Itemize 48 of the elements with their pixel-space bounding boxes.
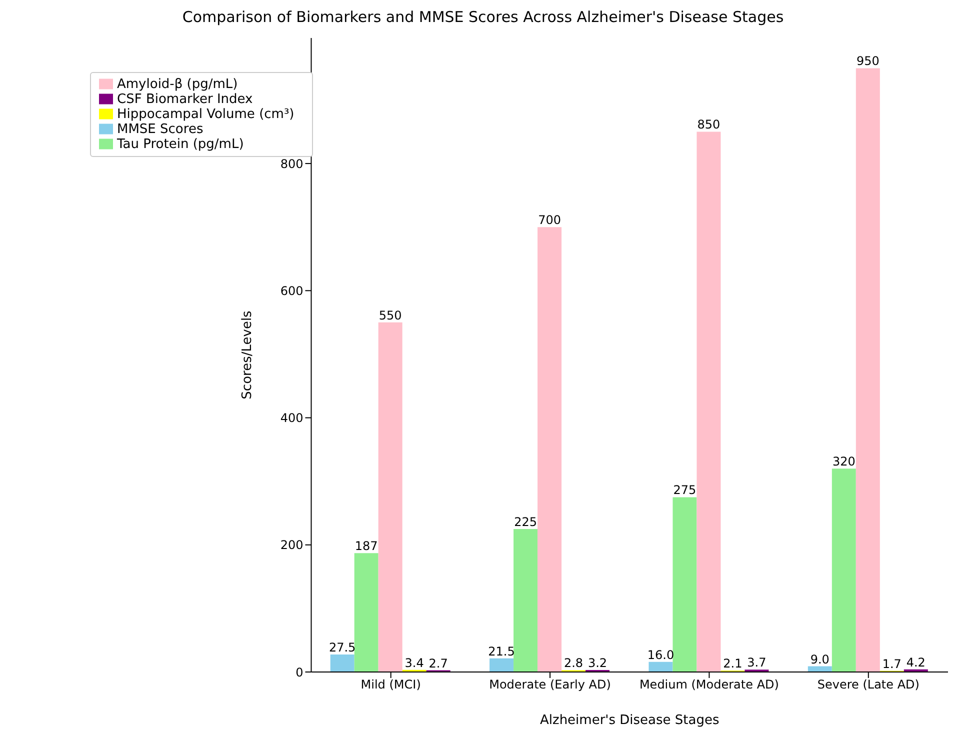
chart-title: Comparison of Biomarkers and MMSE Scores Across Alzheimer's Disease Stages bbox=[181, 8, 785, 28]
x-tick-label: Mild (MCI) bbox=[360, 678, 421, 692]
data-label: 2.1 bbox=[723, 656, 742, 671]
bar bbox=[538, 227, 562, 672]
bar bbox=[648, 662, 673, 672]
x-tick-label: Medium (Moderate AD) bbox=[639, 678, 779, 692]
y-tick-label: 600 bbox=[280, 284, 304, 298]
data-label: 225 bbox=[514, 514, 537, 529]
bar bbox=[354, 553, 378, 672]
bar bbox=[490, 658, 514, 672]
data-label: 850 bbox=[697, 118, 720, 132]
bar bbox=[378, 322, 402, 672]
data-label: 21.5 bbox=[488, 644, 515, 658]
x-tick-label: Moderate (Early AD) bbox=[489, 678, 611, 692]
x-axis-title: Alzheimer's Disease Stages bbox=[540, 713, 720, 728]
data-label: 187 bbox=[354, 539, 378, 554]
data-label: 9.0 bbox=[810, 652, 830, 666]
y-tick-label: 400 bbox=[280, 411, 304, 426]
data-label: 320 bbox=[832, 454, 856, 469]
data-label: 2.7 bbox=[428, 656, 448, 670]
y-axis-title: Scores/Levels bbox=[240, 310, 255, 400]
y-tick-label: 200 bbox=[280, 538, 304, 552]
x-tick-label: Severe (Late AD) bbox=[817, 678, 920, 692]
data-label: 950 bbox=[856, 54, 880, 68]
data-label: 550 bbox=[378, 308, 402, 322]
data-label: 275 bbox=[673, 483, 696, 498]
data-label: 700 bbox=[538, 213, 561, 228]
data-label: 27.5 bbox=[328, 640, 356, 655]
data-label: 4.2 bbox=[906, 655, 926, 670]
y-tick-label: 0 bbox=[296, 665, 304, 680]
data-label: 3.2 bbox=[588, 656, 608, 670]
legend-label: Tau Protein (pg/mL) bbox=[117, 137, 244, 152]
y-tick-label: 800 bbox=[280, 156, 304, 171]
data-label: 16.0 bbox=[647, 648, 674, 662]
data-label: 3.4 bbox=[404, 656, 424, 670]
data-label: 1.7 bbox=[882, 656, 902, 671]
bar bbox=[514, 528, 538, 672]
bar bbox=[832, 468, 856, 672]
bar bbox=[696, 132, 721, 672]
legend-label: CSF Biomarker Index bbox=[117, 92, 253, 107]
legend-label: MMSE Scores bbox=[117, 122, 204, 137]
bar bbox=[330, 654, 354, 672]
bar bbox=[672, 497, 697, 672]
data-label: 2.8 bbox=[564, 656, 584, 670]
data-label: 3.7 bbox=[747, 656, 766, 670]
legend-label: Amyloid-β (pg/mL) bbox=[117, 77, 238, 92]
bar bbox=[856, 68, 880, 672]
legend-label: Hippocampal Volume (cm³) bbox=[117, 107, 294, 122]
